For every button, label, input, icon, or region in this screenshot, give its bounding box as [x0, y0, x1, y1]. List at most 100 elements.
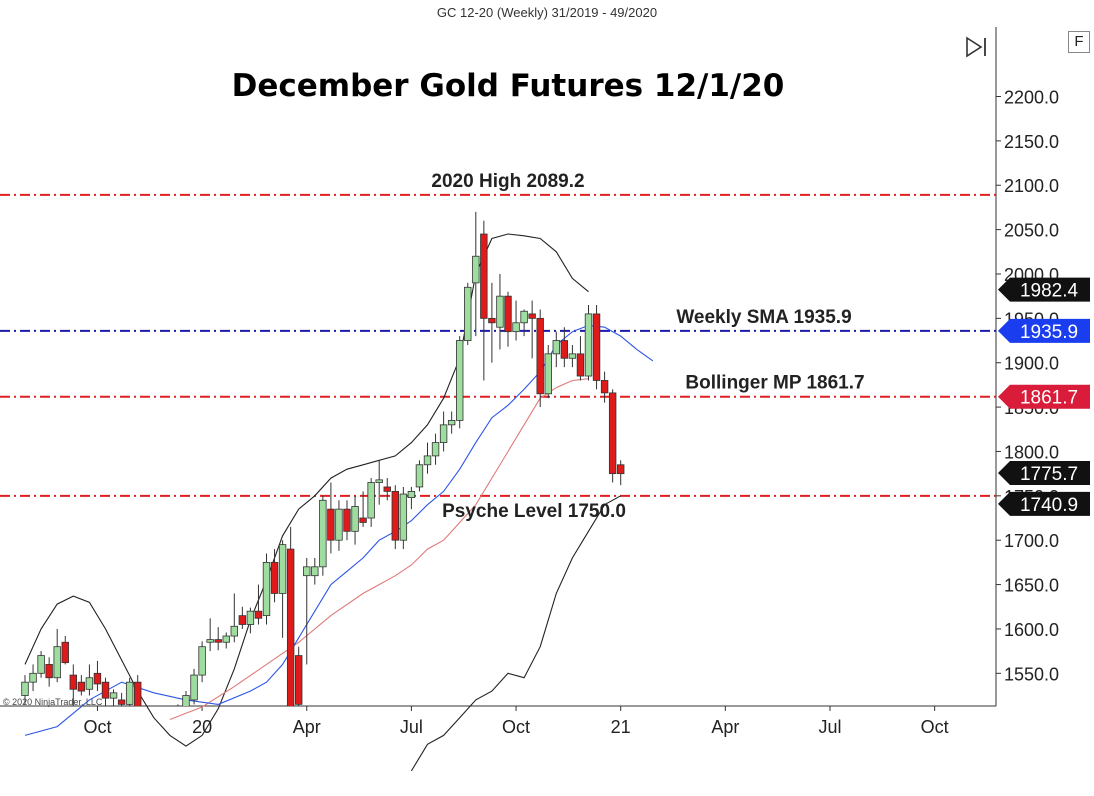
chart-title: December Gold Futures 12/1/20 [232, 68, 785, 104]
candle-up [520, 310, 528, 324]
candle-down [286, 548, 295, 706]
x-tick-label: Apr [293, 717, 321, 737]
price-marker: 1775.7 [998, 461, 1090, 486]
price-marker-label: 1935.9 [1020, 322, 1078, 343]
candle-down [327, 508, 335, 541]
x-tick-label: 20 [192, 717, 212, 737]
candle-down [294, 655, 303, 705]
price-marker: 1935.9 [998, 318, 1090, 343]
price-marker-label: 1861.7 [1020, 388, 1078, 409]
candle-down [93, 672, 102, 685]
copyright-text: © 2020 NinjaTrader, LLC [3, 697, 103, 707]
candle-up [29, 672, 37, 683]
candle-up [246, 610, 255, 625]
lower-bollinger-band [410, 495, 621, 772]
candle-up [190, 674, 198, 701]
candle-up [278, 544, 287, 594]
y-tick-label: 2150.0 [1004, 132, 1059, 152]
candle-up [464, 286, 472, 341]
candle-up [584, 313, 593, 377]
x-tick-label: Oct [921, 717, 949, 737]
annotations: 2020 High 2089.2 Weekly SMA 1935.9 Bolling… [431, 171, 864, 522]
candle-up [198, 646, 206, 676]
x-tick-label: Apr [711, 717, 739, 737]
price-marker-tag [998, 461, 1090, 486]
x-tick-label: Oct [502, 717, 530, 737]
candle-up [472, 255, 480, 284]
candle-up [125, 681, 134, 705]
y-tick-label: 1800.0 [1004, 442, 1059, 462]
y-tick-label: 1900.0 [1004, 354, 1059, 374]
price-marker-tag [998, 491, 1090, 516]
candle-up [552, 340, 560, 355]
candle-down [359, 517, 367, 523]
y-tick-label: 1650.0 [1004, 576, 1059, 596]
candle-up [351, 506, 359, 532]
candle-up [182, 695, 190, 706]
candle-up [544, 353, 552, 395]
candle-down [117, 699, 126, 705]
candle-down [383, 486, 391, 492]
candle-down [592, 313, 601, 381]
candle-down [214, 639, 222, 643]
candle-up [21, 681, 29, 696]
price-marker-label: 1982.4 [1020, 281, 1079, 302]
candle-up [423, 455, 432, 466]
candle-up [375, 479, 383, 483]
skip-to-end-icon[interactable] [962, 36, 992, 58]
candle-down [77, 681, 86, 692]
y-tick-label: 1600.0 [1004, 620, 1059, 640]
candle-down [254, 610, 263, 619]
candle-down [480, 233, 488, 319]
candle-up [311, 566, 319, 577]
level-label: Psyche Level 1750.0 [442, 501, 626, 522]
candle-up [399, 493, 408, 541]
price-marker-tag [998, 277, 1090, 302]
candle-down [528, 313, 536, 319]
horizontal-levels [0, 193, 996, 497]
candle-down [61, 641, 69, 664]
candle-up [319, 499, 327, 568]
x-tick-label: Jul [818, 717, 841, 737]
middle-bollinger-band [169, 378, 589, 721]
candle-down [101, 681, 110, 699]
candles [21, 211, 625, 706]
candle-up [206, 639, 214, 643]
y-tick-label: 1550.0 [1004, 664, 1059, 684]
candle-up [37, 655, 45, 674]
candle-down [133, 681, 142, 706]
candle-up [431, 442, 440, 457]
candle-up [222, 635, 230, 643]
candle-down [343, 508, 351, 532]
candle-down [608, 392, 617, 475]
price-marker-tag [998, 384, 1090, 409]
candle-up [367, 482, 375, 519]
price-marker: 1861.7 [998, 384, 1090, 409]
candle-down [270, 561, 279, 594]
x-tick-label: Oct [83, 717, 111, 737]
candle-down [45, 664, 53, 679]
candle-up [85, 677, 94, 690]
candle-down [504, 295, 512, 333]
candle-up [262, 561, 271, 617]
candle-down [238, 615, 247, 625]
price-chart[interactable]: 2200.02150.02100.02050.02000.01950.01900… [0, 26, 1094, 796]
candle-down [600, 380, 609, 394]
level-label: Weekly SMA 1935.9 [676, 307, 851, 328]
level-label: 2020 High 2089.2 [431, 171, 584, 192]
candle-up [512, 322, 520, 333]
candle-down [69, 674, 77, 690]
price-marker-label: 1740.9 [1020, 495, 1078, 516]
y-tick-label: 2050.0 [1004, 221, 1059, 241]
candle-down [536, 317, 544, 395]
y-tick-label: 2200.0 [1004, 88, 1059, 108]
price-marker-label: 1775.7 [1020, 464, 1078, 485]
candle-up [439, 424, 448, 443]
candle-up [109, 692, 118, 699]
candle-down [560, 340, 569, 359]
candle-down [391, 490, 399, 541]
candle-up [335, 508, 343, 541]
candle-down [576, 353, 585, 377]
f-button[interactable]: F [1068, 31, 1090, 53]
price-marker: 1740.9 [998, 491, 1090, 516]
